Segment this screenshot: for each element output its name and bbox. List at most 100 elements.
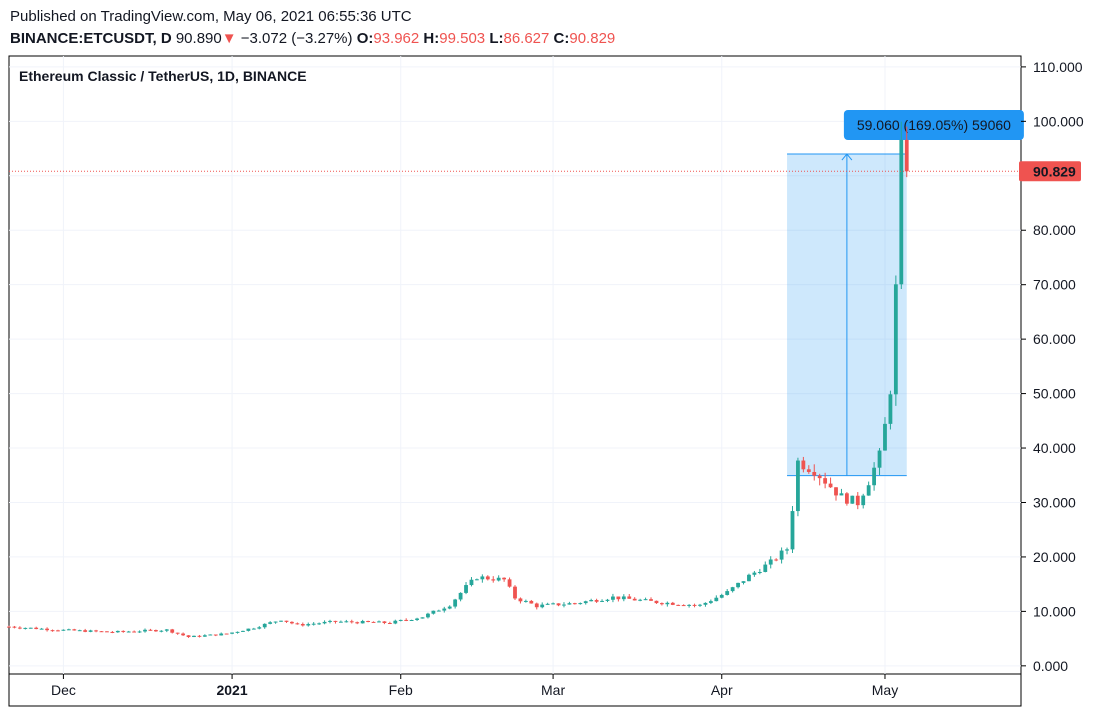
x-tick-label: Dec <box>51 682 76 698</box>
candle-body <box>632 598 637 601</box>
candle-body <box>464 585 468 593</box>
candle-body <box>556 603 561 606</box>
x-tick-label: Apr <box>711 682 733 698</box>
candle-body <box>208 634 213 636</box>
candle-body <box>409 619 414 621</box>
candle-body <box>132 631 137 633</box>
candle-body <box>170 629 175 633</box>
candle-body <box>485 576 490 580</box>
close-label: C: <box>553 30 570 47</box>
candle-body <box>899 139 904 285</box>
symbol-name[interactable]: BINANCE:ETCUSDT, D <box>10 30 172 47</box>
candle-body <box>855 495 860 506</box>
candle-body <box>736 582 740 588</box>
candle-body <box>714 597 719 602</box>
candle-body <box>687 604 692 606</box>
candle-body <box>262 623 267 628</box>
candle-body <box>105 631 109 633</box>
candle-body <box>812 471 817 476</box>
measure-arrow-head-icon <box>841 153 853 161</box>
time-axis[interactable]: Dec 2021 Feb Mar Apr May <box>51 674 898 698</box>
candle-body <box>88 630 93 632</box>
candle-body <box>480 576 485 580</box>
candle-body <box>757 571 762 573</box>
candle-body <box>529 600 534 604</box>
candle-body <box>551 603 555 605</box>
candle-body <box>377 621 381 623</box>
candle-body <box>164 629 169 631</box>
low-label: L: <box>489 30 504 47</box>
candle-body <box>213 634 218 636</box>
candle-body <box>567 603 572 605</box>
candle-body <box>442 608 447 611</box>
candle-body <box>290 621 294 624</box>
candle-series[interactable] <box>7 121 1021 638</box>
candle-body <box>311 623 316 625</box>
candle-body <box>698 604 702 606</box>
candle-body <box>306 624 311 626</box>
candle-body <box>583 601 588 604</box>
candle-body <box>496 577 501 581</box>
candle-body <box>338 621 343 623</box>
candle-body <box>235 631 240 633</box>
candle-body <box>360 620 365 624</box>
candle-body <box>806 469 811 472</box>
candle-body <box>333 620 338 622</box>
candle-body <box>246 628 251 631</box>
candle-body <box>447 606 452 609</box>
last-price-label: 90.829 <box>1033 163 1076 179</box>
candle-body <box>475 579 479 581</box>
y-tick-label: 100.000 <box>1033 113 1084 129</box>
measure-tool[interactable]: 59.060 (169.05%) 59060 <box>787 110 1024 477</box>
candle-body <box>676 604 681 606</box>
candle-body <box>404 619 409 621</box>
candle-body <box>219 633 224 636</box>
candle-body <box>349 621 354 623</box>
candle-body <box>752 572 757 575</box>
candle-body <box>817 475 822 479</box>
candle-body <box>115 630 120 633</box>
candle-body <box>387 622 392 624</box>
candle-body <box>50 630 55 632</box>
candle-body <box>94 630 98 632</box>
open-value: 93.962 <box>373 30 420 47</box>
candle-body <box>458 592 463 600</box>
candle-body <box>186 635 191 638</box>
candle-body <box>398 619 403 621</box>
candle-body <box>121 630 126 632</box>
candle-body <box>268 622 273 624</box>
candle-body <box>491 579 496 581</box>
y-tick-label: 110.000 <box>1033 59 1083 75</box>
last-price-tag <box>1019 161 1081 182</box>
y-tick-label: 20.000 <box>1033 549 1076 565</box>
candle-body <box>828 483 833 488</box>
candle-body <box>279 620 283 622</box>
price-axis[interactable]: 0.000 10.000 20.000 30.000 40.000 50.000 60.00… <box>1019 59 1084 674</box>
candle-body <box>202 635 207 637</box>
candle-body <box>241 630 245 632</box>
candle-body <box>453 599 458 607</box>
candle-body <box>153 630 158 632</box>
candle-body <box>796 460 800 512</box>
y-tick-label: 70.000 <box>1033 277 1076 293</box>
y-tick-label: 50.000 <box>1033 386 1076 402</box>
candle-body <box>507 579 512 587</box>
candle-body <box>893 284 898 395</box>
candle-body <box>545 603 550 605</box>
candle-body <box>159 630 164 632</box>
chart-title: Ethereum Classic / TetherUS, 1D, BINANCE <box>19 68 307 84</box>
x-tick-label: Feb <box>389 682 413 698</box>
candle-body <box>638 599 643 601</box>
candle-body <box>589 600 594 602</box>
x-tick-label: Mar <box>541 682 565 698</box>
candle-body <box>877 450 882 468</box>
open-label: O: <box>356 30 374 47</box>
candle-body <box>562 604 566 606</box>
last-price: 90.890 <box>175 30 222 47</box>
candle-body <box>502 577 507 580</box>
candle-body <box>72 629 77 631</box>
down-triangle-icon: ▼ <box>221 30 237 47</box>
candle-body <box>7 626 11 628</box>
candle-body <box>28 627 33 629</box>
